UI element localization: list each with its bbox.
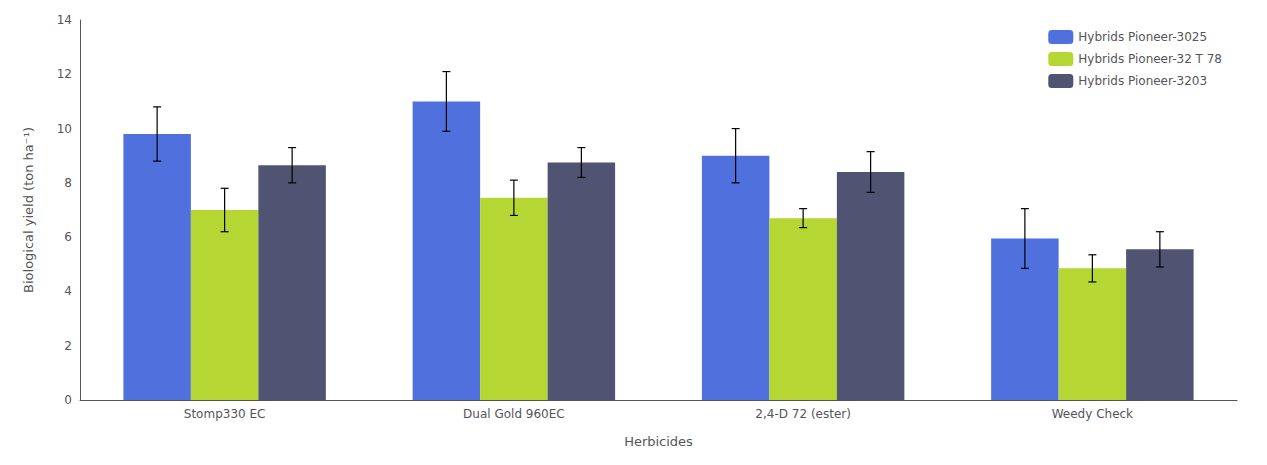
- svg-text:12: 12: [57, 67, 72, 81]
- svg-text:Weedy Check: Weedy Check: [1052, 407, 1133, 421]
- svg-text:10: 10: [57, 122, 72, 136]
- svg-text:Hybrids Pioneer-32 T 78: Hybrids Pioneer-32 T 78: [1078, 52, 1222, 66]
- svg-text:Stomp330 EC: Stomp330 EC: [184, 407, 266, 421]
- svg-text:Hybrids Pioneer-3025: Hybrids Pioneer-3025: [1078, 30, 1207, 44]
- svg-text:Hybrids Pioneer-3203: Hybrids Pioneer-3203: [1078, 74, 1207, 88]
- svg-text:6: 6: [64, 230, 72, 244]
- svg-text:Biological yield (ton ha⁻¹): Biological yield (ton ha⁻¹): [21, 127, 36, 293]
- svg-text:8: 8: [64, 176, 72, 190]
- svg-text:Dual Gold 960EC: Dual Gold 960EC: [463, 407, 565, 421]
- svg-text:14: 14: [57, 13, 72, 27]
- svg-text:4: 4: [64, 284, 72, 298]
- svg-text:2,4-D 72 (ester): 2,4-D 72 (ester): [755, 407, 851, 421]
- svg-text:0: 0: [64, 393, 72, 407]
- svg-text:2: 2: [64, 339, 72, 353]
- svg-text:Herbicides: Herbicides: [624, 434, 693, 449]
